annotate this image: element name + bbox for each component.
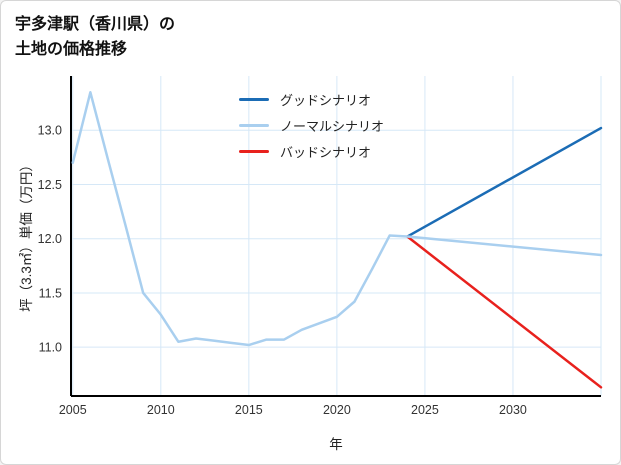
svg-text:11.5: 11.5 bbox=[39, 286, 62, 300]
svg-text:11.0: 11.0 bbox=[39, 341, 62, 355]
page-title-line1: 宇多津駅（香川県）の bbox=[15, 16, 176, 33]
legend-label: グッドシナリオ bbox=[280, 92, 372, 108]
legend-swatch bbox=[239, 123, 269, 127]
chart-legend: グッドシナリオ ノーマルシナリオ バッドシナリオ bbox=[239, 89, 384, 161]
svg-text:2005: 2005 bbox=[59, 403, 87, 417]
legend-swatch bbox=[239, 97, 269, 101]
legend-swatch bbox=[239, 149, 269, 153]
legend-item-good[interactable]: グッドシナリオ bbox=[239, 89, 384, 109]
svg-text:13.0: 13.0 bbox=[38, 124, 62, 138]
legend-item-bad[interactable]: バッドシナリオ bbox=[239, 141, 384, 161]
svg-text:2030: 2030 bbox=[499, 403, 527, 417]
svg-text:12.0: 12.0 bbox=[38, 232, 62, 246]
y-axis-title: 坪（3.3㎡）単価（万円） bbox=[19, 158, 34, 312]
legend-item-normal[interactable]: ノーマルシナリオ bbox=[239, 115, 384, 135]
legend-label: バッドシナリオ bbox=[280, 144, 372, 160]
svg-text:2020: 2020 bbox=[323, 403, 351, 417]
svg-text:2025: 2025 bbox=[411, 403, 439, 417]
legend-label: ノーマルシナリオ bbox=[280, 118, 385, 134]
svg-text:12.5: 12.5 bbox=[38, 178, 62, 192]
svg-text:2010: 2010 bbox=[147, 403, 175, 417]
page-title: 宇多津駅（香川県）の 土地の価格推移 bbox=[15, 13, 175, 63]
svg-text:2015: 2015 bbox=[235, 403, 263, 417]
page-title-line2: 土地の価格推移 bbox=[15, 40, 128, 58]
x-axis-title: 年 bbox=[329, 437, 343, 452]
